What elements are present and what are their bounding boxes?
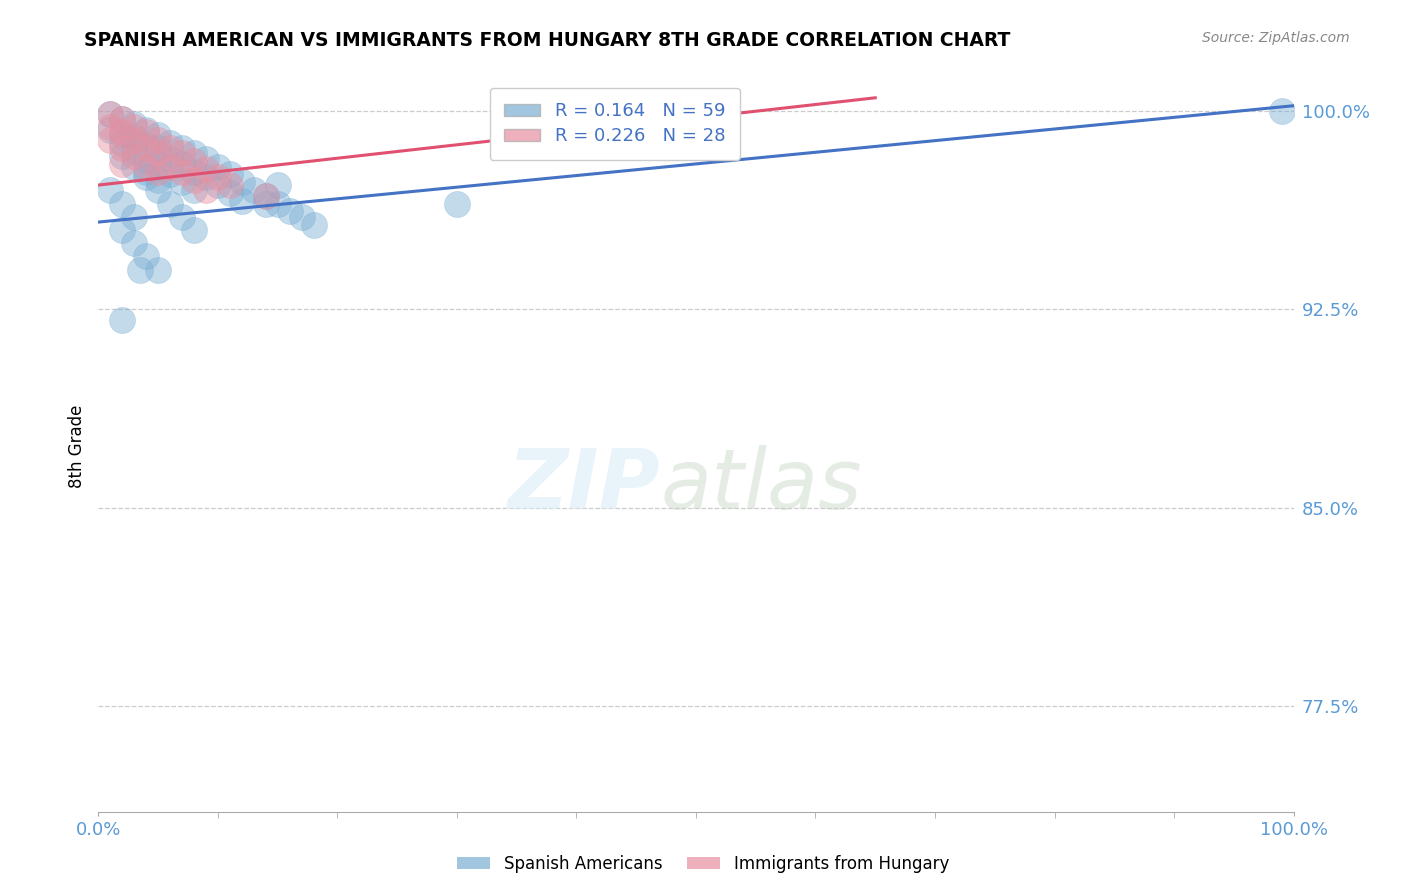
Point [148,146,170,161]
Point [172,146,194,161]
Text: Source: ZipAtlas.com: Source: ZipAtlas.com [1202,31,1350,45]
Point [159,196,181,211]
Point [207,160,229,174]
Point [231,194,253,208]
Point [267,196,290,211]
Point [98,106,122,120]
Point [207,170,229,185]
Point [195,170,218,185]
Point [135,165,157,179]
Point [148,173,170,187]
Point [148,141,170,155]
Point [159,136,181,150]
Point [111,223,134,237]
Point [124,120,146,134]
Point [183,154,205,169]
Point [183,146,205,161]
Point [148,183,170,197]
Point [219,168,242,182]
Point [148,165,170,179]
Point [111,157,134,171]
Point [159,160,181,174]
Point [111,141,134,155]
Point [183,173,205,187]
Point [124,133,146,147]
Point [98,183,122,197]
Point [111,112,134,126]
Point [111,196,134,211]
Point [124,236,146,251]
Point [135,152,157,166]
Point [148,133,170,147]
Point [302,218,325,232]
Point [602,125,624,139]
Point [159,152,181,166]
Point [172,165,194,179]
Legend: Spanish Americans, Immigrants from Hungary: Spanish Americans, Immigrants from Hunga… [450,848,956,880]
Point [278,204,301,219]
Text: SPANISH AMERICAN VS IMMIGRANTS FROM HUNGARY 8TH GRADE CORRELATION CHART: SPANISH AMERICAN VS IMMIGRANTS FROM HUNG… [84,31,1011,50]
Point [183,183,205,197]
Point [159,141,181,155]
Point [172,210,194,224]
Point [129,262,152,277]
Point [159,168,181,182]
Point [195,183,218,197]
Point [254,196,277,211]
Point [98,122,122,136]
Point [111,149,134,163]
Point [111,128,134,142]
Point [172,157,194,171]
Point [98,120,122,134]
Point [135,170,157,185]
Point [148,128,170,142]
Point [267,178,290,192]
Text: ZIP: ZIP [508,445,661,526]
Point [98,133,122,147]
Point [135,122,157,136]
Legend: R = 0.164   N = 59, R = 0.226   N = 28: R = 0.164 N = 59, R = 0.226 N = 28 [489,87,740,160]
Point [291,210,314,224]
Point [111,112,134,126]
Point [135,160,157,174]
Point [124,210,146,224]
Point [1271,103,1294,118]
Point [148,262,170,277]
Point [183,165,205,179]
Point [148,157,170,171]
Point [111,125,134,139]
Point [124,117,146,131]
Point [135,125,157,139]
Point [254,188,277,202]
Point [195,152,218,166]
Point [219,186,242,200]
Point [124,149,146,163]
Point [98,106,122,120]
Point [111,136,134,150]
Text: atlas: atlas [661,445,862,526]
Point [183,223,205,237]
Point [446,196,468,211]
Point [195,162,218,177]
Point [111,313,134,327]
Point [135,250,157,264]
Point [124,160,146,174]
Point [172,141,194,155]
Point [207,178,229,192]
Point [219,178,242,192]
Point [172,175,194,190]
Point [254,188,277,202]
Point [231,175,253,190]
Point [135,141,157,155]
Point [124,130,146,145]
Point [135,138,157,153]
Text: 8th Grade: 8th Grade [69,404,86,488]
Point [124,144,146,158]
Point [243,183,266,197]
